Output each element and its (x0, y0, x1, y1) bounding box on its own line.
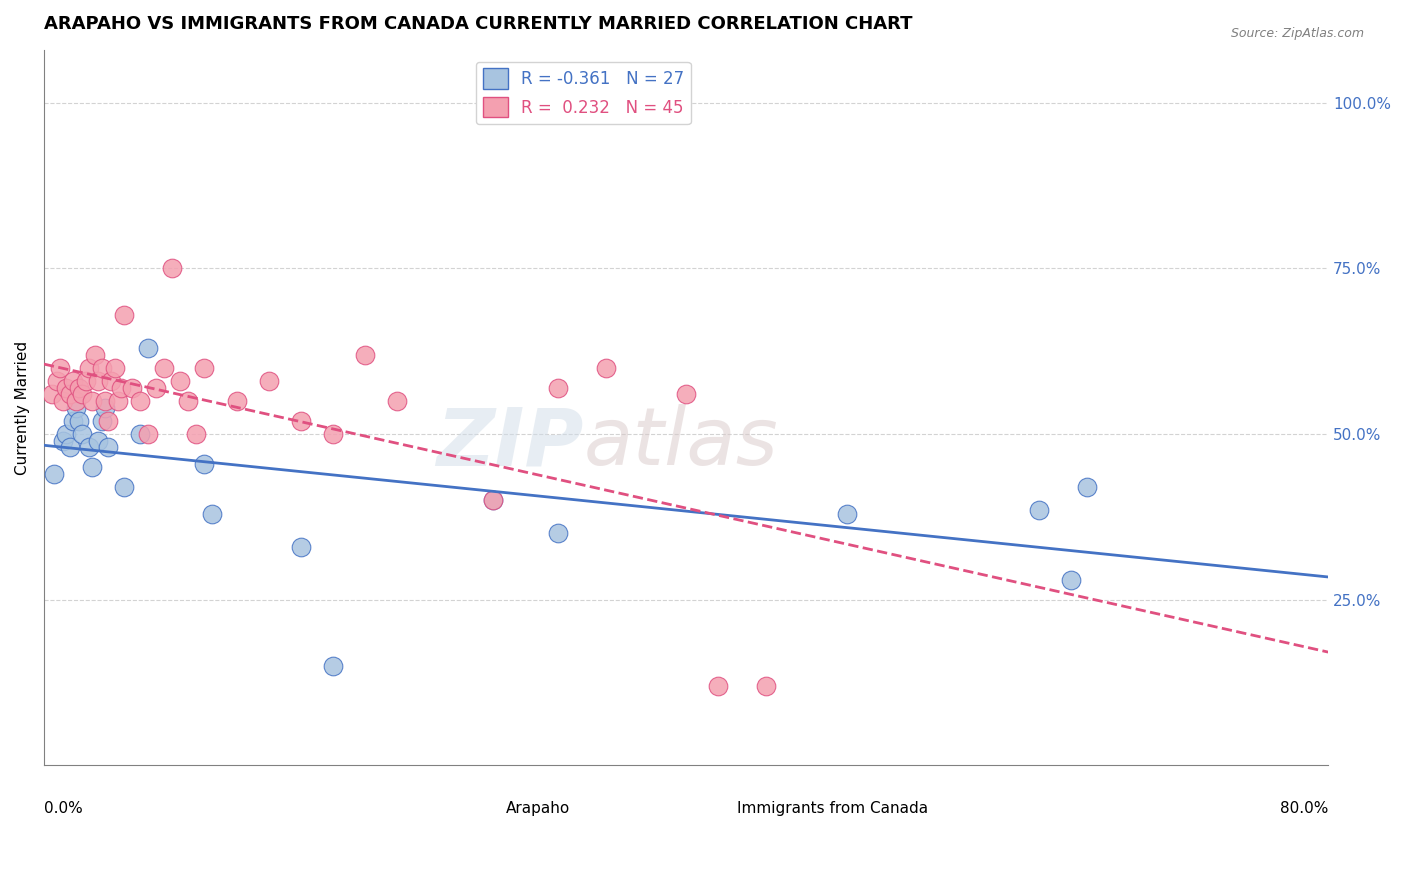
Arapaho (77, 440, 100, 454)
Immigrants from Canada (97, 414, 120, 428)
Arapaho (322, 658, 344, 673)
Immigrants from Canada (145, 381, 167, 395)
Arapaho (90, 414, 112, 428)
Immigrants from Canada (72, 387, 94, 401)
Text: ZIP: ZIP (436, 404, 583, 483)
Arapaho (87, 434, 110, 448)
Arapaho (65, 401, 87, 415)
Arapaho (129, 427, 152, 442)
Immigrants from Canada (75, 374, 97, 388)
Immigrants from Canada (84, 347, 107, 361)
Immigrants from Canada (62, 374, 84, 388)
Text: 0.0%: 0.0% (44, 801, 83, 816)
Immigrants from Canada (193, 360, 215, 375)
Immigrants from Canada (755, 679, 778, 693)
Arapaho (482, 493, 505, 508)
Arapaho (1060, 573, 1083, 587)
Legend: R = -0.361   N = 27, R =  0.232   N = 45: R = -0.361 N = 27, R = 0.232 N = 45 (475, 62, 690, 124)
Immigrants from Canada (103, 360, 125, 375)
FancyBboxPatch shape (673, 792, 731, 812)
Arapaho (58, 440, 80, 454)
Immigrants from Canada (121, 381, 143, 395)
Immigrants from Canada (41, 387, 63, 401)
Immigrants from Canada (94, 393, 117, 408)
Immigrants from Canada (482, 493, 505, 508)
Immigrants from Canada (177, 393, 200, 408)
Arapaho (835, 507, 858, 521)
Arapaho (136, 341, 159, 355)
Arapaho (1076, 480, 1098, 494)
Immigrants from Canada (322, 427, 344, 442)
Immigrants from Canada (707, 679, 730, 693)
Arapaho (201, 507, 224, 521)
Immigrants from Canada (354, 347, 377, 361)
Text: atlas: atlas (583, 404, 778, 483)
Text: ARAPAHO VS IMMIGRANTS FROM CANADA CURRENTLY MARRIED CORRELATION CHART: ARAPAHO VS IMMIGRANTS FROM CANADA CURREN… (44, 15, 912, 33)
Arapaho (42, 467, 65, 481)
Immigrants from Canada (67, 381, 90, 395)
Arapaho (112, 480, 135, 494)
Immigrants from Canada (129, 393, 152, 408)
Arapaho (97, 440, 120, 454)
Arapaho (55, 427, 77, 442)
Arapaho (547, 526, 569, 541)
FancyBboxPatch shape (429, 792, 486, 812)
Immigrants from Canada (153, 360, 176, 375)
Immigrants from Canada (110, 381, 132, 395)
Y-axis label: Currently Married: Currently Married (15, 341, 30, 475)
Arapaho (72, 427, 94, 442)
Immigrants from Canada (385, 393, 408, 408)
Arapaho (67, 414, 90, 428)
Immigrants from Canada (675, 387, 697, 401)
Immigrants from Canada (547, 381, 569, 395)
Immigrants from Canada (169, 374, 191, 388)
Immigrants from Canada (107, 393, 129, 408)
Immigrants from Canada (112, 308, 135, 322)
Arapaho (290, 540, 312, 554)
Immigrants from Canada (595, 360, 617, 375)
Arapaho (62, 414, 84, 428)
Immigrants from Canada (90, 360, 112, 375)
Immigrants from Canada (257, 374, 280, 388)
Text: Arapaho: Arapaho (506, 801, 571, 816)
Arapaho (1028, 503, 1050, 517)
Text: Immigrants from Canada: Immigrants from Canada (737, 801, 928, 816)
Arapaho (193, 457, 215, 471)
Immigrants from Canada (55, 381, 77, 395)
Immigrants from Canada (45, 374, 67, 388)
Text: Source: ZipAtlas.com: Source: ZipAtlas.com (1230, 27, 1364, 40)
Immigrants from Canada (225, 393, 247, 408)
Immigrants from Canada (49, 360, 72, 375)
Arapaho (52, 434, 75, 448)
Arapaho (94, 401, 117, 415)
Text: 80.0%: 80.0% (1279, 801, 1329, 816)
Immigrants from Canada (87, 374, 110, 388)
Immigrants from Canada (65, 393, 87, 408)
Arapaho (80, 460, 103, 475)
Immigrants from Canada (58, 387, 80, 401)
Immigrants from Canada (100, 374, 122, 388)
Immigrants from Canada (186, 427, 208, 442)
Immigrants from Canada (80, 393, 103, 408)
Immigrants from Canada (162, 261, 184, 276)
Immigrants from Canada (77, 360, 100, 375)
Immigrants from Canada (290, 414, 312, 428)
Immigrants from Canada (52, 393, 75, 408)
Immigrants from Canada (136, 427, 159, 442)
